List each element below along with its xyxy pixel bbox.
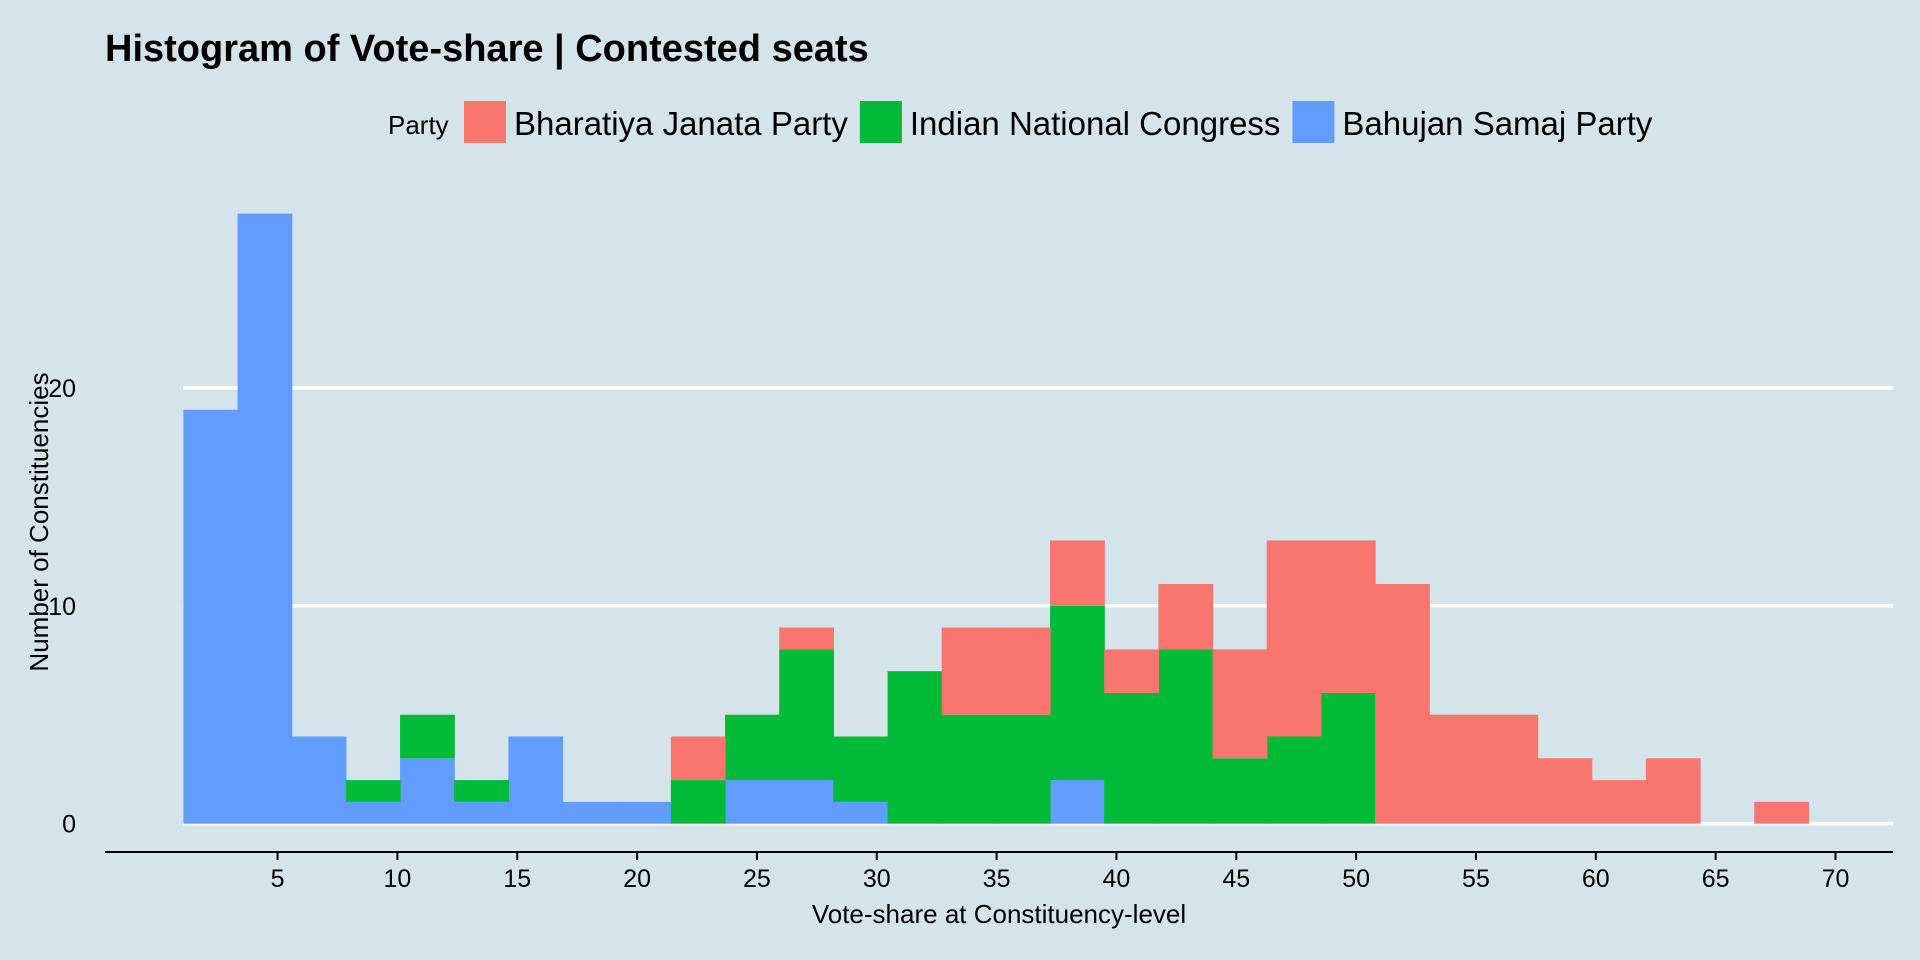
histogram-bars [183,213,1809,824]
bar-bharatiya-janata-party [1266,540,1322,737]
bar-bahujan-samaj-party [291,736,347,824]
bar-bharatiya-janata-party [941,627,997,715]
x-tick-label: 30 [863,865,891,893]
x-tick-label: 45 [1222,865,1250,893]
bar-indian-national-congress [1158,649,1214,824]
bar-bharatiya-janata-party [1104,649,1159,693]
x-tick-label: 15 [503,865,531,893]
legend-swatch-bahujan-samaj-party [1292,101,1335,143]
legend-swatch-bharatiya-janata-party [464,101,506,143]
x-axis: 5 10 15 20 25 30 35 40 45 50 55 60 65 70 [105,851,1893,893]
x-tick-label: 35 [983,865,1011,893]
bar-bahujan-samaj-party [183,409,239,824]
bar-bharatiya-janata-party [1591,780,1647,824]
bar-indian-national-congress [1320,692,1376,824]
bar-bahujan-samaj-party [345,801,401,824]
bar-bharatiya-janata-party [1050,540,1105,606]
bar-indian-national-congress [1104,692,1159,824]
bar-indian-national-congress [1212,758,1268,824]
legend-label-bharatiya-janata-party: Bharatiya Janata Party [514,105,848,142]
bar-bahujan-samaj-party [833,801,889,824]
x-tick-label: 10 [384,865,412,893]
x-tick-label: 65 [1702,865,1730,893]
bar-bharatiya-janata-party [1212,649,1268,759]
bar-indian-national-congress [833,736,889,802]
bar-bharatiya-janata-party [1645,758,1701,824]
y-axis: 0 10 20 [48,375,76,839]
bar-bahujan-samaj-party [400,758,455,824]
x-tick-label: 25 [743,865,771,893]
bar-indian-national-congress [779,649,834,781]
bar-bharatiya-janata-party [1754,801,1809,824]
bar-bharatiya-janata-party [1537,758,1593,824]
bar-indian-national-congress [941,714,997,824]
legend-swatch-indian-national-congress [859,101,902,143]
bar-indian-national-congress [1266,736,1322,824]
bar-indian-national-congress [725,714,780,781]
bar-bahujan-samaj-party [779,780,834,824]
bar-bahujan-samaj-party [454,801,509,824]
x-tick-label: 20 [623,865,651,893]
bar-indian-national-congress [887,671,943,824]
x-tick-label: 60 [1582,865,1610,893]
bar-bharatiya-janata-party [995,627,1051,715]
bar-bharatiya-janata-party [779,627,834,650]
bar-indian-national-congress [345,780,401,802]
bar-bharatiya-janata-party [1320,540,1376,693]
chart-title: Histogram of Vote-share | Contested seat… [105,28,869,70]
bar-bahujan-samaj-party [616,801,672,824]
bar-indian-national-congress [1050,605,1105,781]
bar-bahujan-samaj-party [562,801,618,824]
bar-bharatiya-janata-party [1375,583,1430,824]
bar-bharatiya-janata-party [1158,583,1214,650]
y-tick-label: 0 [62,811,76,839]
bar-indian-national-congress [995,714,1051,824]
bar-bahujan-samaj-party [1050,780,1105,824]
bar-indian-national-congress [670,780,726,824]
bar-bahujan-samaj-party [237,213,293,824]
bar-indian-national-congress [454,780,509,802]
x-axis-title: Vote-share at Constituency-level [812,899,1186,929]
bar-indian-national-congress [400,714,455,759]
y-tick-label: 10 [48,593,76,621]
x-tick-label: 55 [1462,865,1490,893]
bar-bahujan-samaj-party [508,736,564,824]
legend-label-bahujan-samaj-party: Bahujan Samaj Party [1342,105,1653,142]
x-tick-label: 70 [1822,865,1850,893]
x-tick-label: 50 [1342,865,1370,893]
bar-bharatiya-janata-party [1429,714,1484,824]
x-tick-label: 40 [1103,865,1131,893]
y-tick-label: 20 [48,375,76,403]
legend: Party Bharatiya Janata Party Indian Natio… [388,101,1653,143]
legend-title: Party [388,110,449,140]
x-tick-label: 5 [271,865,285,893]
bar-bahujan-samaj-party [725,780,780,824]
y-axis-title: Number of Constituencies [24,372,54,671]
bar-bharatiya-janata-party [1483,714,1539,824]
legend-label-indian-national-congress: Indian National Congress [910,105,1281,142]
bar-bharatiya-janata-party [670,736,726,781]
